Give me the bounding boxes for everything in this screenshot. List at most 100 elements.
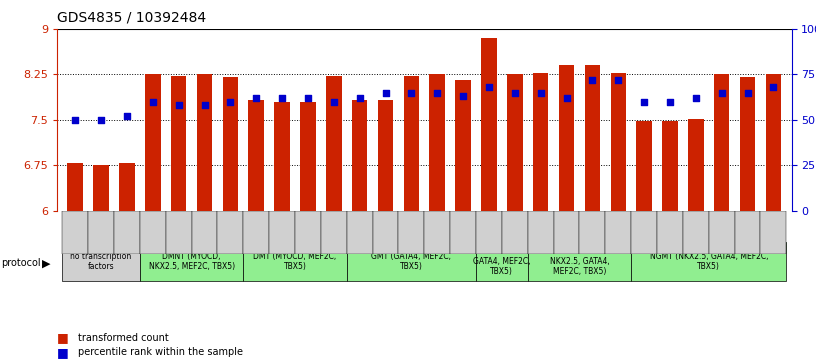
Point bbox=[95, 117, 108, 123]
Bar bbox=[688, 119, 703, 211]
FancyBboxPatch shape bbox=[632, 211, 657, 254]
Point bbox=[301, 95, 314, 101]
Text: protocol: protocol bbox=[1, 258, 41, 268]
Point bbox=[637, 99, 650, 105]
Text: DMNT (MYOCD,
NKX2.5, MEF2C, TBX5): DMNT (MYOCD, NKX2.5, MEF2C, TBX5) bbox=[149, 252, 235, 271]
Point bbox=[353, 95, 366, 101]
Bar bbox=[610, 73, 626, 211]
Point bbox=[586, 77, 599, 83]
FancyBboxPatch shape bbox=[114, 211, 140, 254]
Text: GMT (GATA4, MEF2C,
TBX5): GMT (GATA4, MEF2C, TBX5) bbox=[371, 252, 451, 271]
Point bbox=[172, 102, 185, 108]
Bar bbox=[663, 121, 678, 211]
Bar bbox=[119, 163, 135, 211]
Point bbox=[482, 84, 495, 90]
Bar bbox=[145, 74, 161, 211]
FancyBboxPatch shape bbox=[734, 211, 761, 254]
FancyBboxPatch shape bbox=[398, 211, 424, 254]
Point bbox=[431, 90, 444, 95]
FancyBboxPatch shape bbox=[605, 211, 632, 254]
FancyBboxPatch shape bbox=[528, 242, 632, 281]
Point bbox=[198, 102, 211, 108]
Bar bbox=[455, 81, 471, 211]
FancyBboxPatch shape bbox=[321, 211, 347, 254]
FancyBboxPatch shape bbox=[450, 211, 476, 254]
FancyBboxPatch shape bbox=[424, 211, 450, 254]
FancyBboxPatch shape bbox=[476, 242, 528, 281]
Bar bbox=[481, 38, 497, 211]
Text: NGMT (NKX2.5, GATA4, MEF2C,
TBX5): NGMT (NKX2.5, GATA4, MEF2C, TBX5) bbox=[650, 252, 768, 271]
FancyBboxPatch shape bbox=[632, 242, 787, 281]
Bar bbox=[636, 121, 652, 211]
Text: DMT (MYOCD, MEF2C,
TBX5): DMT (MYOCD, MEF2C, TBX5) bbox=[254, 252, 337, 271]
Point bbox=[663, 99, 676, 105]
Text: no transcription
factors: no transcription factors bbox=[70, 252, 131, 271]
Bar bbox=[274, 102, 290, 211]
FancyBboxPatch shape bbox=[347, 211, 373, 254]
Bar bbox=[197, 74, 212, 211]
Point bbox=[379, 90, 392, 95]
Point bbox=[612, 77, 625, 83]
FancyBboxPatch shape bbox=[243, 242, 347, 281]
FancyBboxPatch shape bbox=[502, 211, 528, 254]
FancyBboxPatch shape bbox=[657, 211, 683, 254]
Point bbox=[250, 95, 263, 101]
Point bbox=[741, 90, 754, 95]
Bar bbox=[326, 76, 342, 211]
Text: HNGMT (Hand2,
NKX2.5, GATA4,
MEF2C, TBX5): HNGMT (Hand2, NKX2.5, GATA4, MEF2C, TBX5… bbox=[549, 246, 610, 276]
FancyBboxPatch shape bbox=[192, 211, 217, 254]
Point bbox=[276, 95, 289, 101]
FancyBboxPatch shape bbox=[62, 211, 88, 254]
Point bbox=[69, 117, 82, 123]
Point bbox=[690, 95, 703, 101]
FancyBboxPatch shape bbox=[140, 211, 166, 254]
FancyBboxPatch shape bbox=[243, 211, 269, 254]
Bar bbox=[378, 101, 393, 211]
Text: ■: ■ bbox=[57, 346, 69, 359]
Bar bbox=[507, 74, 522, 211]
FancyBboxPatch shape bbox=[88, 211, 114, 254]
Text: transformed count: transformed count bbox=[78, 333, 168, 343]
Bar bbox=[352, 101, 367, 211]
FancyBboxPatch shape bbox=[166, 211, 192, 254]
Point bbox=[715, 90, 728, 95]
Text: HGMT (Hand2,
GATA4, MEF2C,
TBX5): HGMT (Hand2, GATA4, MEF2C, TBX5) bbox=[473, 246, 530, 276]
Text: ■: ■ bbox=[57, 331, 69, 344]
Bar bbox=[223, 77, 238, 211]
Bar bbox=[93, 165, 109, 211]
Bar bbox=[404, 76, 419, 211]
Point bbox=[405, 90, 418, 95]
FancyBboxPatch shape bbox=[295, 211, 321, 254]
FancyBboxPatch shape bbox=[709, 211, 734, 254]
Text: percentile rank within the sample: percentile rank within the sample bbox=[78, 347, 242, 357]
Point bbox=[146, 99, 159, 105]
Point bbox=[508, 90, 521, 95]
FancyBboxPatch shape bbox=[683, 211, 709, 254]
FancyBboxPatch shape bbox=[553, 211, 579, 254]
Bar bbox=[171, 76, 186, 211]
Point bbox=[767, 84, 780, 90]
FancyBboxPatch shape bbox=[62, 242, 140, 281]
FancyBboxPatch shape bbox=[373, 211, 398, 254]
FancyBboxPatch shape bbox=[140, 242, 243, 281]
FancyBboxPatch shape bbox=[761, 211, 787, 254]
Point bbox=[457, 93, 470, 99]
FancyBboxPatch shape bbox=[217, 211, 243, 254]
Bar bbox=[429, 74, 445, 211]
FancyBboxPatch shape bbox=[528, 211, 553, 254]
Point bbox=[327, 99, 340, 105]
FancyBboxPatch shape bbox=[347, 242, 476, 281]
FancyBboxPatch shape bbox=[579, 211, 605, 254]
Bar bbox=[249, 101, 264, 211]
Point bbox=[121, 113, 134, 119]
Text: ▶: ▶ bbox=[42, 258, 51, 268]
Point bbox=[224, 99, 237, 105]
Text: GDS4835 / 10392484: GDS4835 / 10392484 bbox=[57, 11, 206, 25]
Bar bbox=[68, 163, 83, 211]
FancyBboxPatch shape bbox=[476, 211, 502, 254]
FancyBboxPatch shape bbox=[269, 211, 295, 254]
Bar bbox=[300, 102, 316, 211]
Bar bbox=[765, 74, 781, 211]
Bar bbox=[740, 77, 756, 211]
Bar bbox=[584, 65, 600, 211]
